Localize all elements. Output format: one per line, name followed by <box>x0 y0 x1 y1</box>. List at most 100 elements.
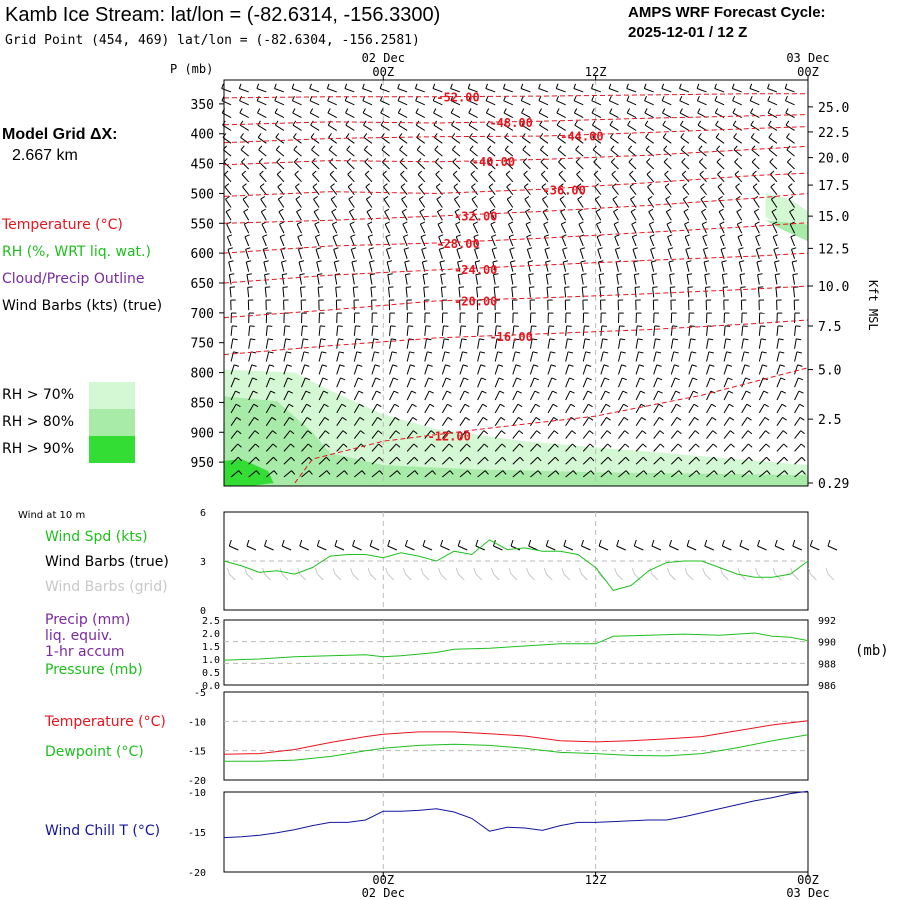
wind-barb <box>723 338 727 349</box>
wind-barb <box>441 390 448 401</box>
wind-barb <box>492 274 496 285</box>
wind-barb-flag <box>244 234 250 238</box>
wind-barb <box>280 249 285 259</box>
wind-barb <box>611 174 619 183</box>
wind-barb-flag <box>291 95 295 101</box>
wind-barb <box>741 390 747 401</box>
wind-barb <box>406 338 410 349</box>
wind-barb-flag <box>755 234 761 238</box>
wind-barb-flag <box>643 470 648 475</box>
wind-barb-flag <box>681 158 686 163</box>
wind-barb <box>406 325 409 336</box>
wind-barb <box>600 403 607 414</box>
wind-barb <box>679 88 690 93</box>
wind-barb <box>741 417 748 426</box>
wind-barb <box>346 161 355 170</box>
wind-barb <box>350 236 355 247</box>
wind-barb-flag <box>369 539 373 547</box>
wind-barb-flag <box>767 95 771 101</box>
wind-barb-flag <box>647 195 653 200</box>
wind-barb <box>336 443 344 452</box>
wind-barb <box>292 100 302 106</box>
wind-barb <box>529 377 535 388</box>
wind-barb <box>668 261 672 272</box>
wind-barb-flag <box>468 108 472 114</box>
wind-barb <box>510 545 521 551</box>
wind-barb-flag <box>311 145 316 151</box>
wind-barb-flag <box>712 443 718 448</box>
wind-barb <box>311 161 320 170</box>
wind-barb-flag <box>645 145 650 151</box>
wind-barb-flag <box>628 158 633 163</box>
wind-barb <box>317 287 320 298</box>
wind-barb-flag <box>522 145 527 151</box>
wind-barb <box>786 149 795 157</box>
wind-barb-flag <box>554 456 560 462</box>
wind-barb <box>398 112 408 119</box>
wind-barb-flag <box>234 364 240 367</box>
wind-barb-flag <box>365 183 371 188</box>
legend-wind-barbs: Wind Barbs (kts) (true) <box>2 298 163 314</box>
wind-barb <box>503 112 514 119</box>
wind-barb-flag <box>647 183 652 188</box>
wind-barb-flag <box>474 247 480 250</box>
wind-barb-flag <box>342 430 348 435</box>
isotherm-label: -28.00 <box>436 237 479 251</box>
wind-barb <box>260 198 267 208</box>
wind-barb <box>265 456 274 465</box>
wind-barb-flag <box>595 208 601 213</box>
wind-barb-flag <box>445 377 451 381</box>
wind-barb-flag <box>228 539 232 547</box>
wind-barb <box>351 261 355 272</box>
wind-barb <box>344 88 355 93</box>
height-tick-label: 2.5 <box>818 413 841 428</box>
wind-barb <box>264 545 274 551</box>
wind-barb-flag <box>473 234 479 238</box>
wind-barb <box>248 470 257 478</box>
wind-barb-flag <box>749 95 753 101</box>
wind-barb <box>459 417 466 426</box>
page-title: Kamb Ice Stream: lat/lon = (-82.6314, -1… <box>5 4 441 26</box>
wind-barb-flag <box>374 364 380 367</box>
wind-barb <box>626 88 637 93</box>
wind-barb-flag <box>575 145 580 151</box>
wind-barb-flag <box>537 470 542 475</box>
wind-barb-flag <box>573 108 578 114</box>
wind-barb-flag <box>275 145 280 151</box>
wind-barb-flag <box>504 145 509 151</box>
wind-barb <box>670 351 675 362</box>
wind-barb-flag <box>305 377 311 381</box>
wind-barb <box>547 390 553 401</box>
wind-barb-flag <box>791 247 797 250</box>
wind-barb-flag <box>633 539 637 547</box>
wind-barb-flag <box>563 273 569 276</box>
wind-barb <box>635 443 644 452</box>
wind-barb-flag <box>281 260 287 263</box>
wind-barb-flag <box>608 470 613 475</box>
wind-barb-flag <box>654 325 660 327</box>
wind-barb <box>706 325 709 336</box>
wind-barb <box>565 456 574 465</box>
wind-barb <box>283 351 287 362</box>
wind-barb <box>565 325 568 336</box>
wind-barb <box>265 403 272 414</box>
wind-barb <box>265 377 271 388</box>
wind-barb <box>635 430 643 439</box>
wind-barb-flag <box>401 195 406 200</box>
wind-barb <box>630 211 637 221</box>
wind-barb-flag <box>343 456 348 462</box>
wind-barb-flag <box>704 539 708 547</box>
wind-barb-flag <box>711 416 717 421</box>
wind-barb <box>301 325 304 336</box>
wind-barb <box>648 223 655 234</box>
wind-barb <box>470 161 478 170</box>
wind-barb-flag <box>539 133 544 138</box>
wind-barb-flag <box>627 120 631 126</box>
wind-barb <box>477 364 482 375</box>
wind-barb <box>595 211 602 221</box>
wind-barb <box>610 137 619 144</box>
wind-barb <box>512 325 515 336</box>
wind-barb <box>557 137 566 144</box>
wind-barb-flag <box>347 170 352 175</box>
wind-barb-flag <box>532 351 538 354</box>
